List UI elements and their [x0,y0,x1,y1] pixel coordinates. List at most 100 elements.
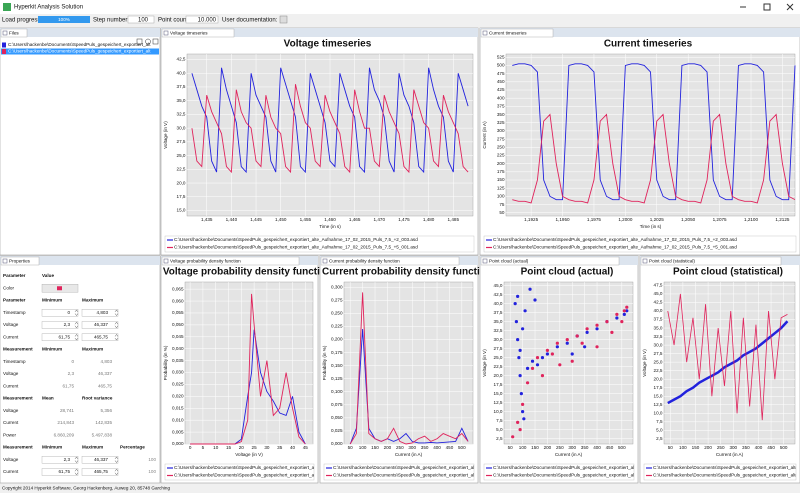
panel-tab-label[interactable]: Voltage probability density function [170,258,241,263]
point [511,435,515,439]
point [530,366,535,370]
maximize-button[interactable] [763,3,771,11]
panel-tab-label[interactable]: Files [9,30,19,35]
load-label: Load progress: [2,18,42,24]
point [522,417,526,421]
files-toolbar-icon[interactable] [152,38,159,45]
property-input[interactable] [41,456,79,464]
property-header: Percentage [120,445,145,450]
property-value[interactable]: 61,75 [59,334,71,339]
files-toolbar-icon[interactable] [136,38,143,45]
y-tick-label: 50 [499,210,505,215]
property-name: Current [3,420,19,425]
property-input[interactable] [81,456,119,464]
property-input[interactable] [81,333,119,341]
y-tick-label: 0,000 [172,441,184,446]
property-value[interactable]: 0 [67,310,70,315]
panel-tab[interactable] [161,28,235,38]
property-value: 61,75 [63,383,75,388]
files-toolbar-icon[interactable] [145,38,151,45]
panel-tab[interactable] [0,28,28,38]
panel-tab-icon [482,30,488,36]
y-axis-label: Voltage (in V) [642,349,647,377]
spin-arrows[interactable] [74,309,79,316]
property-value[interactable]: 61,75 [59,469,71,474]
y-tick-label: 45,0 [494,283,503,288]
chart-title: Point cloud (actual) [521,267,614,278]
spin-arrows[interactable] [114,321,119,329]
property-input[interactable] [41,309,79,317]
y-tick-label: 10,0 [654,411,663,416]
y-tick-label: 17,5 [494,382,503,387]
load-progress [38,16,90,23]
property-input[interactable] [81,309,119,317]
file-item[interactable]: C:\Users\hackenbe\Documents\SpeedPuls_ge… [8,49,151,54]
panel-tab[interactable] [161,256,300,266]
y-tick-label: 12,5 [654,402,663,407]
panel-tab-label[interactable]: Point cloud (statistical) [649,258,695,263]
property-input[interactable] [41,333,79,341]
legend [164,463,315,481]
y-tick-label: 175 [497,169,505,174]
panel-tab[interactable] [480,28,554,38]
property-value[interactable]: 46,337 [94,322,108,327]
panel-tab-icon [163,258,169,264]
spin-arrows[interactable] [74,456,79,463]
panel-tab[interactable] [480,256,620,266]
property-header: Minimum [42,298,62,303]
panel-tab-label[interactable]: Properties [9,258,31,263]
property-value[interactable]: 465,75 [94,334,108,339]
x-tick-label: 150 [692,445,700,450]
panel-tab[interactable] [640,256,782,266]
chart-title: Voltage timeseries [284,39,372,50]
panel-tab[interactable] [320,256,460,266]
doc-button[interactable] [279,15,288,24]
point [525,366,530,370]
panel-tab-strip [0,256,160,265]
x-tick-label: 500 [458,445,466,450]
panel [0,27,161,256]
spin-arrows[interactable] [74,334,79,341]
property-value[interactable]: 46,337 [94,457,108,462]
property-input[interactable] [81,468,119,476]
y-tick-label: 27,5 [494,346,503,351]
y-tick-label: 425 [497,87,505,92]
step-input[interactable] [127,15,155,24]
spin-arrows[interactable] [74,321,79,329]
step-value[interactable]: 100 [138,18,149,24]
property-name: Voltage [3,408,19,413]
property-value[interactable]: 2,3 [64,322,71,327]
property-input[interactable] [81,321,119,329]
point [580,341,584,345]
spin-arrows[interactable] [114,468,119,476]
panel-tab-label[interactable]: Voltage timeseries [170,30,208,35]
panel-tab-label[interactable]: Current probability density function [329,258,400,263]
property-name: Voltage [3,322,19,327]
x-tick-label: 100 [519,445,527,450]
panel-tab-icon [642,258,648,264]
close-button[interactable] [786,3,794,11]
panel-tab-label[interactable]: Point cloud (actual) [489,258,529,263]
panel-tab-label[interactable]: Current timeseries [489,30,527,35]
spin-arrows[interactable] [114,334,119,341]
chart-title: Current probability density function [322,267,492,278]
point [605,320,609,324]
x-tick-label: 40 [290,445,296,450]
panel-tab[interactable] [0,256,40,266]
property-input[interactable] [41,321,79,329]
spin-arrows[interactable] [74,468,79,476]
spin-arrows[interactable] [114,456,119,463]
property-value[interactable]: 2,3 [64,457,71,462]
panel-tab-icon [2,30,8,36]
count-value[interactable]: 10.000 [198,18,217,24]
property-input[interactable] [41,468,79,476]
y-tick-label: 17,5 [177,194,186,199]
property-header: Maximum [82,347,103,352]
property-value[interactable]: 465,75 [94,469,108,474]
count-input[interactable] [185,15,219,24]
property-value[interactable]: 4,803 [97,310,109,315]
point [570,352,574,356]
file-item[interactable]: C:\Users\hackenbe\Documents\SpeedPuls_ge… [8,42,151,47]
step-label: Step number: [93,18,129,24]
spin-arrows[interactable] [114,309,119,316]
